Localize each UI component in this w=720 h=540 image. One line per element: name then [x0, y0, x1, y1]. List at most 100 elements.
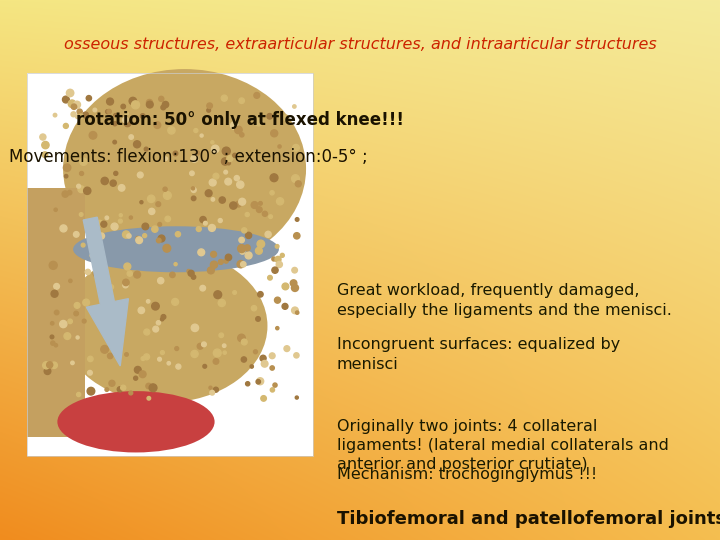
Circle shape: [253, 350, 258, 354]
Circle shape: [68, 319, 73, 323]
Circle shape: [240, 249, 245, 254]
Circle shape: [77, 114, 81, 118]
Circle shape: [120, 214, 122, 217]
Circle shape: [154, 122, 161, 129]
Circle shape: [191, 156, 198, 162]
Circle shape: [142, 223, 148, 230]
Circle shape: [163, 192, 171, 199]
Circle shape: [118, 185, 125, 191]
Circle shape: [292, 144, 300, 151]
Circle shape: [224, 170, 228, 174]
Circle shape: [161, 318, 163, 321]
Circle shape: [140, 201, 143, 204]
Circle shape: [170, 272, 175, 278]
Circle shape: [282, 303, 288, 309]
Circle shape: [74, 311, 78, 316]
Circle shape: [276, 198, 284, 205]
Text: rotation: 50° only at flexed knee!!!: rotation: 50° only at flexed knee!!!: [76, 111, 404, 129]
Circle shape: [210, 261, 217, 268]
Circle shape: [63, 124, 68, 129]
Circle shape: [171, 299, 179, 305]
Circle shape: [144, 147, 148, 151]
Circle shape: [270, 191, 274, 195]
Circle shape: [272, 267, 278, 273]
Circle shape: [258, 292, 263, 297]
Circle shape: [124, 120, 131, 127]
Circle shape: [129, 135, 133, 139]
Circle shape: [260, 355, 266, 361]
Circle shape: [268, 275, 272, 280]
Circle shape: [295, 218, 299, 221]
Text: osseous structures, extraarticular structures, and intraarticular structures: osseous structures, extraarticular struc…: [63, 37, 657, 52]
Circle shape: [129, 391, 132, 395]
Circle shape: [212, 145, 219, 153]
Circle shape: [99, 233, 104, 239]
Circle shape: [198, 249, 204, 256]
Circle shape: [143, 234, 147, 238]
Circle shape: [233, 291, 236, 294]
Circle shape: [138, 172, 143, 178]
Circle shape: [146, 101, 153, 108]
Circle shape: [54, 208, 58, 211]
Circle shape: [189, 171, 194, 176]
Circle shape: [204, 221, 207, 225]
Circle shape: [163, 245, 171, 252]
Circle shape: [210, 390, 215, 395]
Circle shape: [207, 267, 215, 274]
Circle shape: [78, 114, 84, 119]
Circle shape: [295, 396, 298, 399]
Circle shape: [109, 285, 114, 289]
Circle shape: [133, 141, 140, 148]
Circle shape: [78, 186, 85, 193]
Circle shape: [54, 284, 60, 289]
Circle shape: [60, 225, 67, 232]
Circle shape: [158, 357, 161, 361]
Circle shape: [256, 247, 262, 254]
Circle shape: [197, 343, 203, 349]
Circle shape: [81, 243, 85, 247]
Circle shape: [158, 278, 164, 284]
Circle shape: [175, 347, 179, 350]
Circle shape: [219, 197, 225, 203]
Circle shape: [269, 353, 275, 359]
Circle shape: [239, 198, 246, 205]
Circle shape: [262, 211, 267, 217]
Circle shape: [125, 353, 128, 356]
Circle shape: [55, 310, 59, 315]
Circle shape: [156, 321, 161, 325]
Circle shape: [50, 322, 54, 325]
Circle shape: [176, 232, 181, 237]
Circle shape: [258, 201, 262, 205]
Circle shape: [161, 315, 166, 319]
Circle shape: [211, 198, 215, 201]
Circle shape: [207, 103, 212, 109]
Circle shape: [80, 158, 87, 165]
Circle shape: [222, 158, 229, 165]
Circle shape: [146, 383, 151, 389]
Circle shape: [158, 96, 163, 102]
Circle shape: [71, 361, 74, 365]
Circle shape: [77, 184, 81, 188]
Circle shape: [62, 191, 68, 197]
Bar: [27, 73, 313, 456]
Circle shape: [240, 262, 246, 267]
Circle shape: [273, 383, 277, 387]
Circle shape: [54, 343, 58, 347]
Circle shape: [225, 178, 232, 185]
Circle shape: [88, 356, 93, 362]
Circle shape: [275, 256, 281, 262]
Circle shape: [86, 96, 91, 101]
Circle shape: [53, 113, 57, 117]
Circle shape: [101, 346, 109, 353]
Circle shape: [110, 180, 116, 186]
Circle shape: [73, 232, 79, 237]
Circle shape: [237, 181, 244, 188]
Circle shape: [218, 219, 222, 222]
Circle shape: [85, 269, 91, 274]
Circle shape: [76, 336, 79, 339]
Circle shape: [241, 357, 246, 362]
Circle shape: [276, 327, 279, 330]
Circle shape: [74, 302, 80, 308]
Circle shape: [207, 109, 210, 112]
Circle shape: [107, 109, 112, 113]
